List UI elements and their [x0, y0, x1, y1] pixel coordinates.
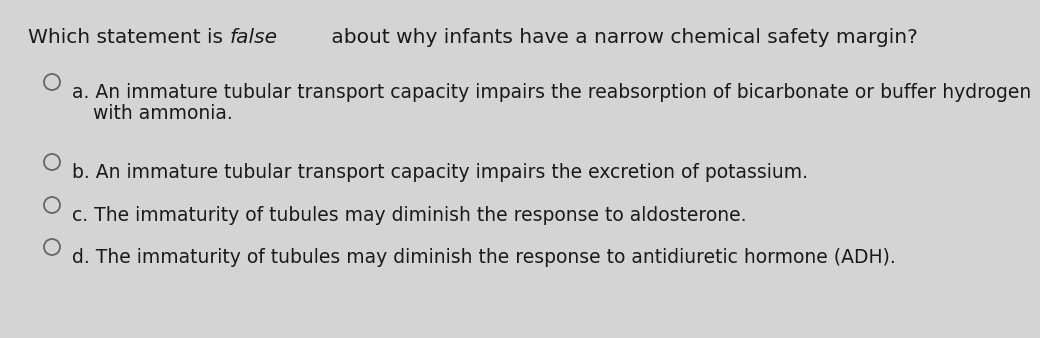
Text: c. The immaturity of tubules may diminish the response to aldosterone.: c. The immaturity of tubules may diminis…	[72, 206, 747, 225]
Text: about why infants have a narrow chemical safety margin?: about why infants have a narrow chemical…	[326, 28, 918, 47]
Text: with ammonia.: with ammonia.	[93, 104, 233, 123]
Text: false: false	[230, 28, 278, 47]
Text: b. An immature tubular transport capacity impairs the excretion of potassium.: b. An immature tubular transport capacit…	[72, 163, 808, 182]
Text: Which statement is: Which statement is	[28, 28, 230, 47]
Text: a. An immature tubular transport capacity impairs the reabsorption of bicarbonat: a. An immature tubular transport capacit…	[72, 83, 1032, 102]
Text: d. The immaturity of tubules may diminish the response to antidiuretic hormone (: d. The immaturity of tubules may diminis…	[72, 248, 895, 267]
